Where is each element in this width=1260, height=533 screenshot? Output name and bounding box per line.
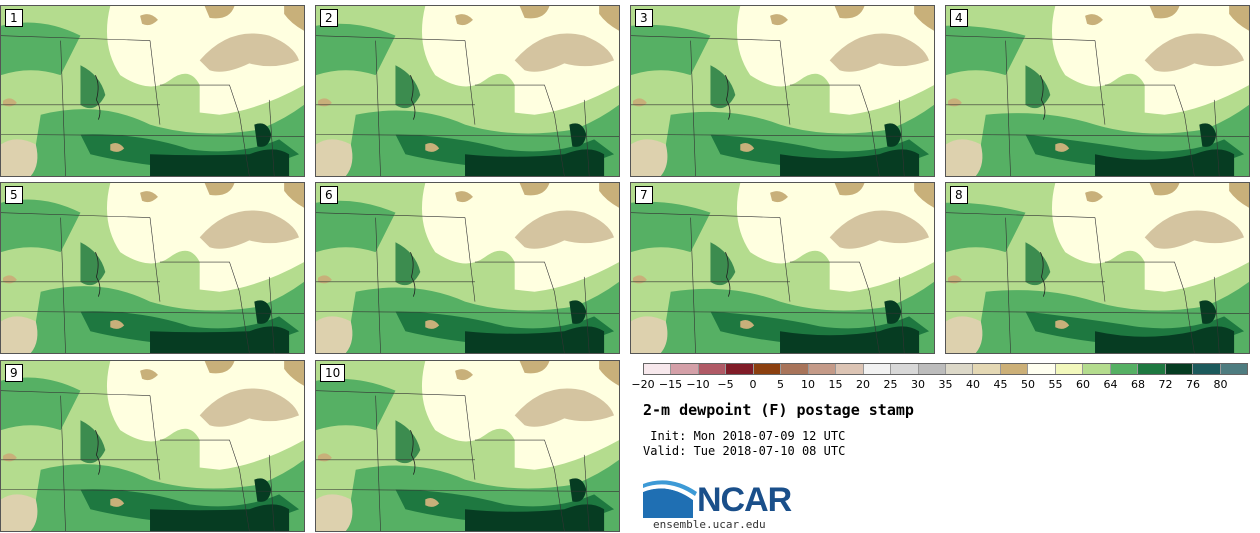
colorbar-tick-label: −20 — [631, 378, 655, 391]
colorbar-tick-label: 30 — [911, 378, 925, 391]
colorbar-swatch — [1055, 364, 1084, 374]
colorbar-tick-label: 60 — [1076, 378, 1090, 391]
colorbar-swatch — [808, 364, 837, 374]
colorbar-tick-label: 50 — [1021, 378, 1035, 391]
stamp-panel-3: 3 — [630, 5, 935, 177]
ncar-logo-icon — [643, 480, 697, 518]
init-time: Init: Mon 2018-07-09 12 UTC — [643, 429, 846, 443]
colorbar-swatch — [1193, 364, 1221, 374]
member-label: 3 — [635, 9, 653, 27]
colorbar-tick-label: 15 — [828, 378, 843, 391]
colorbar-swatch — [1000, 364, 1029, 374]
member-label: 10 — [320, 364, 346, 382]
colorbar-swatch — [1110, 364, 1139, 374]
member-label: 7 — [635, 186, 653, 204]
colorbar-swatch — [1028, 364, 1056, 374]
colorbar-tick-label: 68 — [1131, 378, 1145, 391]
colorbar-swatch — [698, 364, 727, 374]
colorbar-tick-label: 10 — [801, 378, 815, 391]
member-label: 8 — [950, 186, 968, 204]
colorbar-swatch — [1083, 364, 1111, 374]
stamp-panel-1: 1 — [0, 5, 305, 177]
member-label: 5 — [5, 186, 23, 204]
stamp-panel-2: 2 — [315, 5, 620, 177]
stamp-panel-9: 9 — [0, 360, 305, 532]
colorbar-tick-label: 40 — [966, 378, 980, 391]
colorbar-tick-label: 45 — [993, 378, 1008, 391]
member-label: 4 — [950, 9, 968, 27]
colorbar-swatch — [863, 364, 892, 374]
colorbar-swatch — [836, 364, 864, 374]
member-label: 9 — [5, 364, 23, 382]
colorbar-swatch — [753, 364, 782, 374]
colorbar-swatch — [726, 364, 754, 374]
colorbar-tick-label: 76 — [1186, 378, 1200, 391]
chart-title: 2-m dewpoint (F) postage stamp — [643, 401, 914, 419]
website-url: ensemble.ucar.edu — [653, 518, 766, 531]
colorbar-tick-label: 35 — [938, 378, 953, 391]
colorbar-swatch — [918, 364, 946, 374]
colorbar-swatch — [973, 364, 1001, 374]
colorbar-tick-label: −10 — [686, 378, 710, 391]
colorbar-swatch — [1138, 364, 1166, 374]
stamp-panel-10: 10 — [315, 360, 620, 532]
colorbar-ticks: −20 −15 −10 −5 0 5 10 15 20 25 30 35 40 45 50 55 60 64 68 7… — [631, 378, 1248, 392]
colorbar-tick-label: 0 — [749, 378, 757, 391]
colorbar-tick-label: 55 — [1048, 378, 1063, 391]
colorbar-swatch — [1165, 364, 1194, 374]
member-label: 6 — [320, 186, 338, 204]
stamp-panel-8: 8 — [945, 182, 1250, 354]
colorbar-tick-label: 72 — [1158, 378, 1173, 391]
member-label: 2 — [320, 9, 338, 27]
colorbar-tick-label: 20 — [856, 378, 870, 391]
colorbar-tick-label: 80 — [1213, 378, 1228, 391]
stamp-panel-7: 7 — [630, 182, 935, 354]
colorbar-tick-label: 25 — [883, 378, 898, 391]
colorbar-swatch — [891, 364, 919, 374]
stamp-panel-5: 5 — [0, 182, 305, 354]
colorbar-tick-label: 64 — [1103, 378, 1118, 391]
stamp-panel-4: 4 — [945, 5, 1250, 177]
colorbar — [643, 363, 1248, 375]
colorbar-swatch — [945, 364, 974, 374]
colorbar-swatch — [671, 364, 699, 374]
colorbar-swatch — [781, 364, 809, 374]
colorbar-tick-label: −5 — [717, 378, 734, 391]
colorbar-tick-label: −15 — [658, 378, 683, 391]
colorbar-swatch — [644, 364, 672, 374]
ncar-logo-text: NCAR — [697, 481, 792, 519]
colorbar-tick-label: 5 — [777, 378, 784, 391]
valid-time: Valid: Tue 2018-07-10 08 UTC — [643, 444, 846, 458]
member-label: 1 — [5, 9, 23, 27]
colorbar-swatch — [1220, 364, 1247, 374]
stamp-panel-6: 6 — [315, 182, 620, 354]
